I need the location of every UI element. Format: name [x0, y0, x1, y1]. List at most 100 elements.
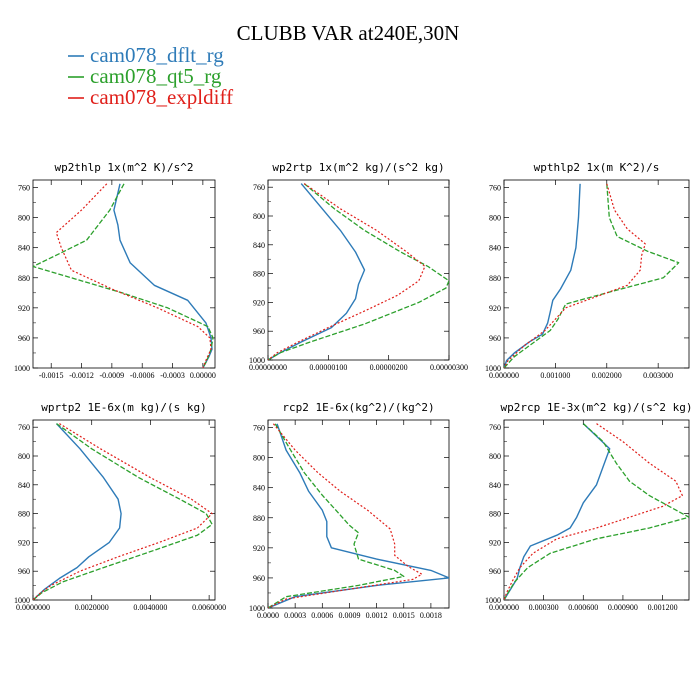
y-tick-label: 800: [18, 214, 30, 223]
x-tick-label: 0.000600: [568, 603, 598, 612]
y-tick-label: 880: [253, 270, 265, 279]
legend-label-1: cam078_qt5_rg: [90, 64, 222, 88]
y-tick-label: 880: [489, 510, 501, 519]
y-tick-label: 960: [489, 567, 501, 576]
legend-label-2: cam078_expldiff: [90, 85, 233, 109]
x-tick-label: 0.00000000: [249, 363, 287, 372]
y-tick-label: 840: [489, 481, 501, 490]
panel-5: wp2rcp 1E-3x(m^2 kg)/(s^2 kg) 760 800 840 88…: [485, 401, 693, 612]
panel-1: wp2rtp 1x(m^2 kg)/(s^2 kg) 760 800 840 880 92…: [249, 161, 468, 372]
figure-title: CLUBB VAR at240E,30N: [237, 21, 460, 45]
panel-2: wpthlp2 1x(m K^2)/s 760 800 840 880 920 960 100…: [485, 161, 690, 380]
y-tick-label: 960: [489, 334, 501, 343]
x-tick-label: -0.0003: [160, 371, 185, 380]
y-tick-label: 760: [18, 423, 30, 432]
series-line-expl: [33, 423, 213, 600]
x-tick-label: 0.001200: [648, 603, 678, 612]
y-tick-label: 800: [489, 214, 501, 223]
x-tick-label: 0.0003: [284, 611, 306, 620]
y-tick-label: 800: [253, 454, 265, 463]
panel-title: wp2rcp 1E-3x(m^2 kg)/(s^2 kg): [500, 401, 692, 414]
x-tick-label: -0.0006: [130, 371, 155, 380]
y-tick-label: 1000: [485, 364, 501, 373]
x-tick-label: 0.000000: [489, 371, 519, 380]
y-tick-label: 920: [489, 538, 501, 547]
plot-frame: [267, 179, 450, 361]
panel-title: wp2thlp 1x(m^2 K)/s^2: [54, 161, 193, 174]
series-line-expl: [504, 183, 646, 368]
x-tick-label: 0.002000: [592, 371, 622, 380]
y-tick-label: 800: [489, 452, 501, 461]
y-tick-label: 760: [253, 424, 265, 433]
plot-frame: [503, 419, 690, 601]
x-tick-label: 0.0012: [366, 611, 388, 620]
y-tick-label: 760: [18, 184, 30, 193]
y-tick-label: 840: [18, 481, 30, 490]
y-tick-label: 880: [253, 514, 265, 523]
series-line-dflt: [268, 423, 449, 608]
y-tick-label: 800: [18, 452, 30, 461]
x-tick-label: 0.00000200: [370, 363, 408, 372]
panel-title: wpthlp2 1x(m K^2)/s: [534, 161, 660, 174]
legend-label-0: cam078_dflt_rg: [90, 43, 224, 67]
x-tick-label: 0.000000: [489, 603, 519, 612]
plot-frame: [503, 179, 690, 369]
series-line-qt5: [504, 183, 680, 368]
series-line-expl: [55, 183, 212, 368]
y-tick-label: 880: [18, 274, 30, 283]
panel-3: wprtp2 1E-6x(m kg)/(s kg) 760 800 840 880 920…: [14, 401, 226, 612]
y-tick-label: 760: [489, 184, 501, 193]
series-line-expl: [504, 423, 684, 600]
x-tick-label: 0.003000: [643, 371, 673, 380]
y-tick-label: 840: [253, 484, 265, 493]
y-tick-label: 920: [18, 538, 30, 547]
y-tick-label: 1000: [249, 604, 265, 613]
y-tick-label: 1000: [485, 596, 501, 605]
series-line-qt5: [268, 183, 449, 360]
series-line-dflt: [504, 183, 581, 368]
y-tick-label: 920: [253, 298, 265, 307]
y-tick-label: 760: [489, 423, 501, 432]
y-tick-label: 840: [489, 244, 501, 253]
y-tick-label: 920: [489, 304, 501, 313]
y-tick-label: 960: [253, 327, 265, 336]
y-tick-label: 1000: [14, 364, 30, 373]
x-tick-label: 0.0040000: [133, 603, 167, 612]
y-tick-label: 960: [18, 334, 30, 343]
x-tick-label: 0.0020000: [75, 603, 109, 612]
x-tick-label: -0.0015: [39, 371, 64, 380]
x-tick-label: 0.00000300: [430, 363, 468, 372]
x-tick-label: 0.0000000: [16, 603, 50, 612]
series-line-qt5: [33, 423, 213, 600]
series-line-qt5: [268, 423, 405, 608]
y-tick-label: 960: [253, 574, 265, 583]
x-tick-label: 0.0060000: [192, 603, 226, 612]
y-tick-label: 880: [18, 510, 30, 519]
x-tick-label: 0.001000: [540, 371, 570, 380]
x-tick-label: 0.00000: [190, 371, 216, 380]
x-tick-label: 0.00000100: [309, 363, 347, 372]
series-line-qt5: [504, 423, 689, 600]
series-line-dflt: [113, 183, 213, 368]
x-tick-label: 0.000300: [529, 603, 559, 612]
plot-frame: [32, 419, 216, 601]
x-tick-label: 0.0000: [257, 611, 279, 620]
series-line-expl: [268, 183, 426, 360]
panel-0: wp2thlp 1x(m^2 K)/s^2 760 800 840 880 920 960 1…: [14, 161, 216, 380]
x-tick-label: 0.000900: [608, 603, 638, 612]
x-tick-label: 0.0009: [338, 611, 360, 620]
plot-frame: [32, 179, 216, 369]
x-tick-label: -0.0012: [69, 371, 94, 380]
y-tick-label: 920: [253, 544, 265, 553]
panel-grid: wp2thlp 1x(m^2 K)/s^2 760 800 840 880 920 960 1…: [14, 161, 693, 620]
x-tick-label: 0.0006: [311, 611, 333, 620]
panel-4: rcp2 1E-6x(kg^2)/(kg^2) 760 800 840 880 920 96…: [249, 401, 450, 620]
plot-frame: [267, 419, 450, 609]
legend: cam078_dflt_rgcam078_qt5_rgcam078_expldi…: [68, 43, 233, 109]
y-tick-label: 880: [489, 274, 501, 283]
series-line-qt5: [33, 183, 214, 368]
y-tick-label: 800: [253, 212, 265, 221]
panel-title: wprtp2 1E-6x(m kg)/(s kg): [41, 401, 207, 414]
x-tick-label: 0.0015: [393, 611, 415, 620]
